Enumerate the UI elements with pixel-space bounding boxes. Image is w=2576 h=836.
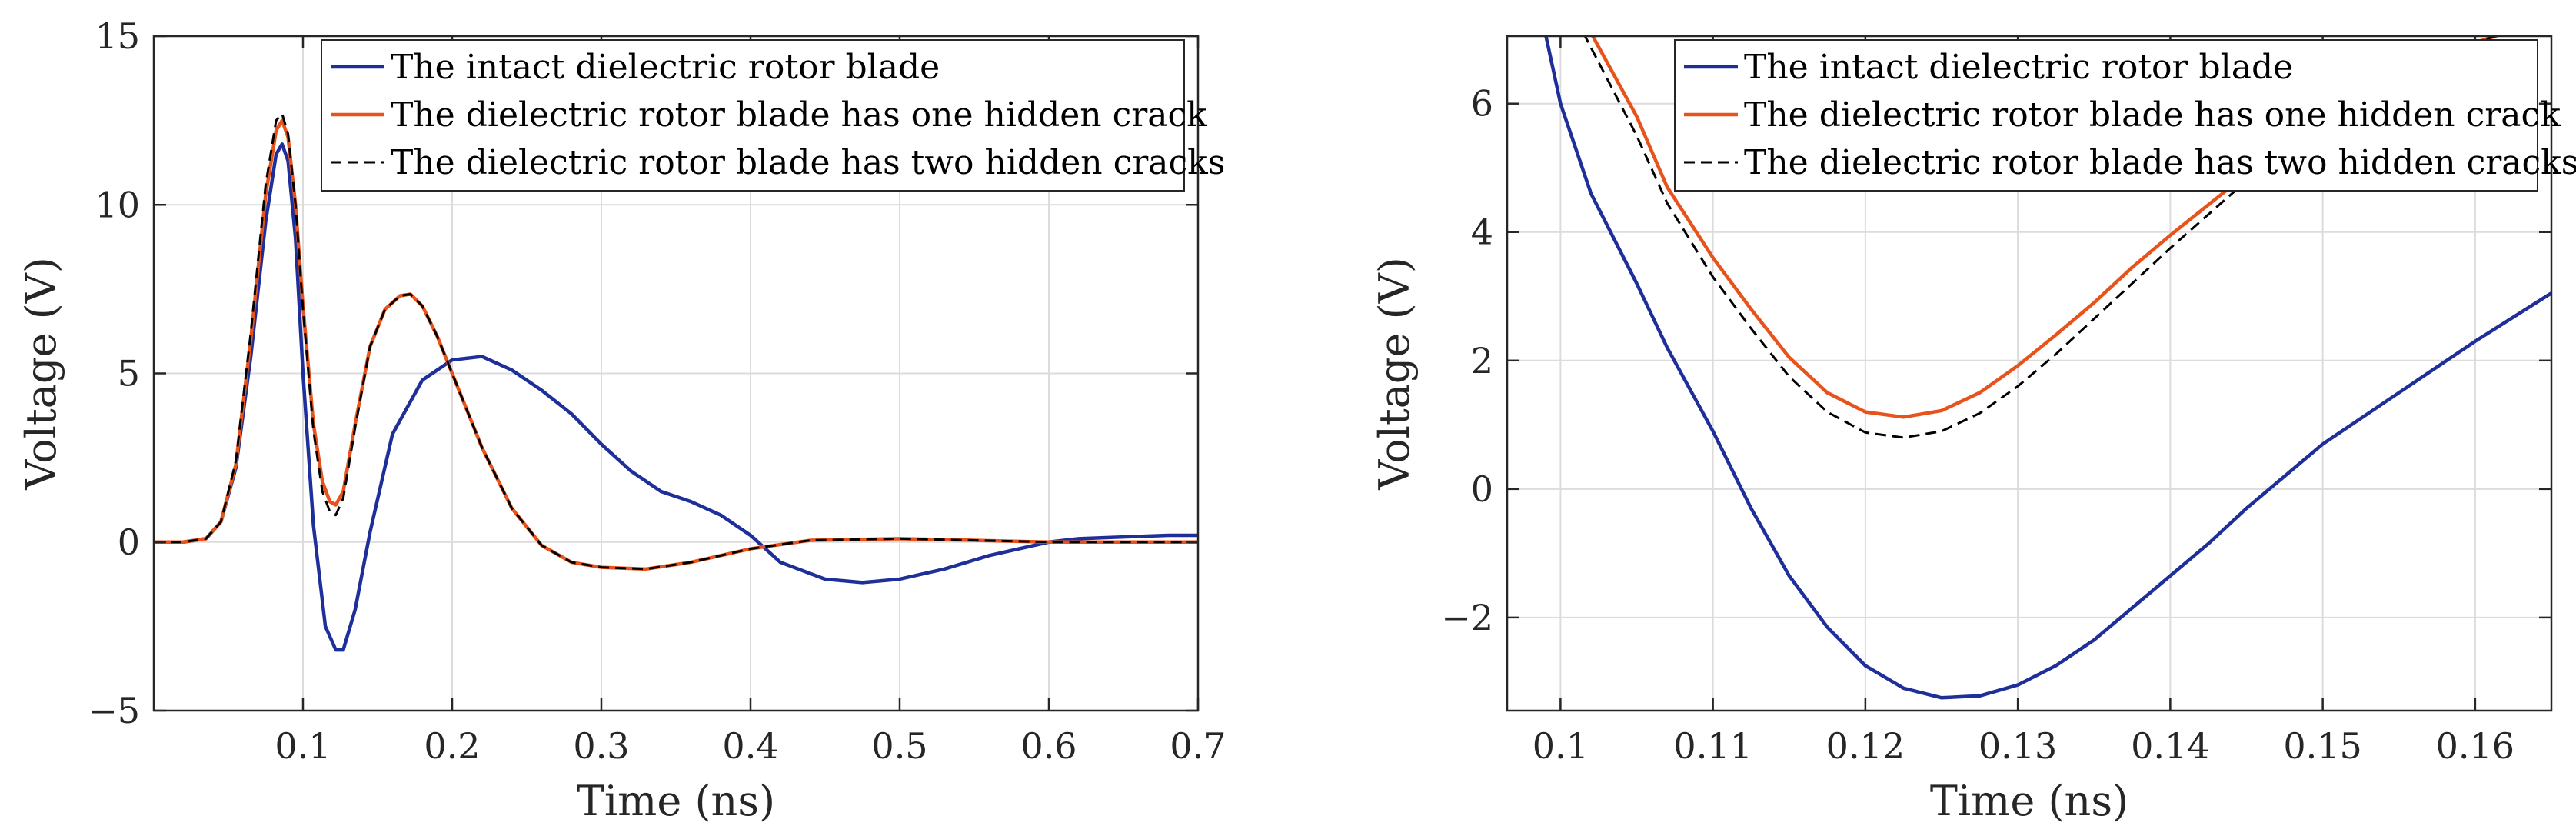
left-legend-label-1: The intact dielectric rotor blade [391,48,940,87]
right-legend-label-1: The intact dielectric rotor blade [1744,48,2293,87]
right-x-tick-label: 0.14 [2131,725,2209,767]
left-x-tick-label: 0.7 [1170,725,1226,767]
left-legend-label-2: The dielectric rotor blade has one hidde… [391,95,1207,135]
left-legend-box [321,39,1185,192]
right-x-axis-label: Time (ns) [1930,777,2128,825]
right-y-axis-label: Voltage (V) [1370,257,1419,491]
right-series-line-1 [1544,36,2551,700]
left-series-group [154,112,1198,652]
left-y-tick-label: 5 [118,353,140,395]
left-y-tick-label: 0 [118,521,140,563]
right-y-tick-label: −2 [1441,597,1493,638]
left-y-tick-label: −5 [88,690,140,731]
left-x-tick-label: 0.1 [275,725,331,767]
right-legend-label-3: The dielectric rotor blade has two hidde… [1744,143,2576,182]
right-legend-label-2: The dielectric rotor blade has one hidde… [1744,95,2561,135]
left-y-axis-label: Voltage (V) [17,257,65,491]
left-y-tick-label: 10 [95,184,140,225]
right-x-tick-label: 0.13 [1979,725,2057,767]
right-legend-box [1674,39,2538,192]
right-axes-box [1506,35,2553,712]
right-x-tick-label: 0.11 [1673,725,1752,767]
left-series-line-2 [154,118,1198,571]
right-y-tick-label: 2 [1471,340,1493,381]
left-panel: 0.1 0.2 0.3 0.4 0.5 0.6 0.7 −5 0 5 10 15 Time (ns) Vo… [17,15,1226,825]
left-legend-label-3: The dielectric rotor blade has two hidde… [391,143,1225,182]
right-y-tick-label: 6 [1471,83,1493,125]
left-legend: The intact dielectric rotor blade The die… [321,39,1225,192]
right-y-tick-label: 0 [1471,468,1493,510]
right-x-tick-label: 0.15 [2283,725,2361,767]
left-x-tick-label: 0.4 [722,725,778,767]
left-series-line-1 [154,142,1198,652]
left-x-tick-label: 0.6 [1020,725,1077,767]
left-x-tick-label: 0.5 [871,725,927,767]
right-y-tick-label: 4 [1471,211,1493,253]
left-x-tick-label: 0.2 [424,725,480,767]
left-x-tick-label: 0.3 [573,725,629,767]
right-panel: 0.1 0.11 0.12 0.13 0.14 0.15 0.16 −2 0 2 4 6 Time (n… [1370,35,2576,825]
right-x-tick-label: 0.12 [1826,725,1905,767]
left-y-tick-label: 15 [95,15,140,57]
right-x-tick-label: 0.1 [1533,725,1589,767]
right-legend: The intact dielectric rotor blade The die… [1674,39,2576,192]
left-x-axis-label: Time (ns) [577,777,775,825]
right-x-tick-label: 0.16 [2436,725,2514,767]
